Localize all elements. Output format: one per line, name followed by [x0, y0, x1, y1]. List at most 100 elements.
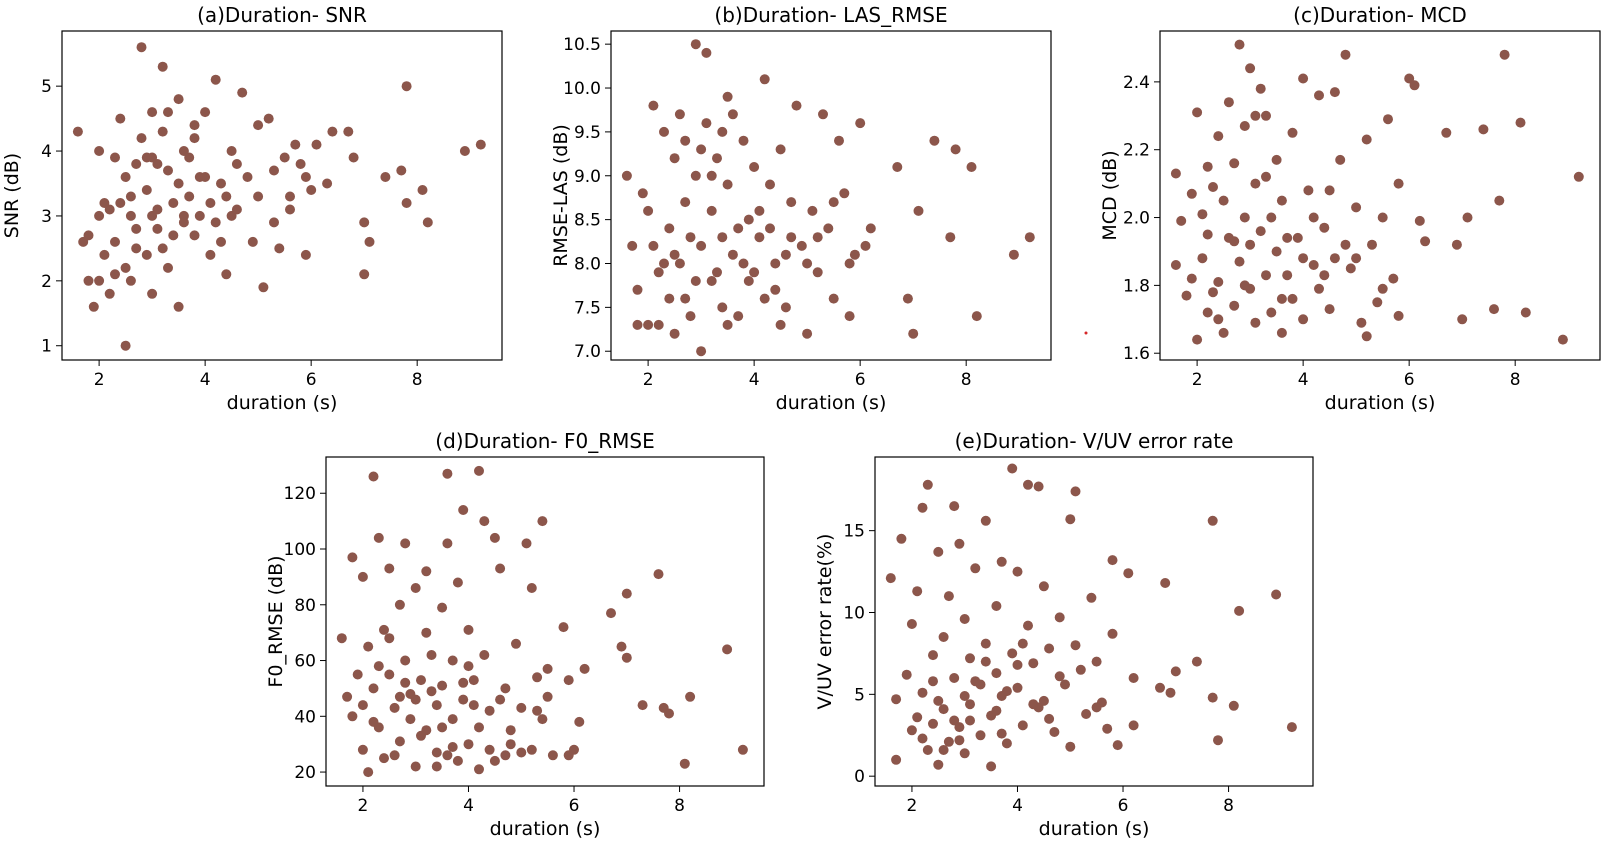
point-e-94 — [980, 656, 991, 667]
point-a-31 — [163, 165, 173, 176]
x-axis-label-b: duration (s) — [776, 392, 887, 414]
point-e-72 — [1155, 682, 1165, 693]
point-e-46 — [1023, 479, 1033, 490]
point-a-104 — [178, 210, 189, 221]
point-e-43 — [1012, 566, 1023, 577]
point-d-91 — [500, 750, 511, 761]
point-b-1 — [627, 240, 638, 251]
point-e-10 — [917, 687, 928, 698]
point-e-81 — [1234, 605, 1245, 616]
point-c-21 — [1239, 212, 1250, 223]
point-d-56 — [521, 538, 532, 549]
point-b-27 — [717, 302, 728, 313]
point-a-84 — [115, 198, 126, 208]
point-d-84 — [416, 730, 426, 741]
point-c-96 — [1393, 178, 1404, 189]
point-d-85 — [426, 686, 437, 697]
point-b-70 — [659, 258, 669, 269]
point-c-28 — [1261, 171, 1271, 182]
point-e-20 — [943, 736, 954, 747]
point-a-85 — [141, 152, 152, 163]
xtick-label-d-3: 8 — [674, 796, 685, 816]
point-d-43 — [468, 675, 479, 686]
point-b-49 — [818, 109, 828, 120]
point-c-49 — [1335, 154, 1346, 165]
point-b-42 — [780, 302, 791, 313]
point-a-44 — [200, 107, 211, 118]
point-b-89 — [780, 249, 791, 260]
point-e-15 — [933, 546, 944, 557]
point-c-82 — [1239, 280, 1250, 291]
point-d-15 — [384, 563, 395, 574]
point-d-49 — [489, 755, 500, 766]
plot-frame-d — [325, 456, 765, 787]
point-b-72 — [685, 232, 696, 243]
point-e-101 — [996, 728, 1007, 739]
point-e-74 — [1165, 687, 1176, 698]
point-e-38 — [996, 556, 1007, 567]
point-e-93 — [954, 735, 965, 746]
point-c-14 — [1223, 97, 1234, 108]
point-a-94 — [269, 217, 279, 228]
point-a-10 — [110, 236, 120, 247]
ytick-label-a-3: 4 — [41, 142, 52, 162]
xtick-label-e-2: 6 — [1118, 796, 1129, 816]
point-a-63 — [290, 139, 301, 150]
point-d-94 — [357, 700, 368, 711]
point-a-92 — [205, 249, 216, 260]
point-e-45 — [1017, 720, 1028, 731]
point-c-79 — [1208, 287, 1218, 298]
ytick-label-a-0: 1 — [41, 337, 52, 357]
point-d-38 — [452, 577, 463, 588]
point-b-55 — [849, 249, 860, 260]
point-d-8 — [363, 641, 374, 652]
point-c-22 — [1245, 63, 1256, 74]
point-e-55 — [1060, 679, 1070, 690]
xtick-label-d-0: 2 — [358, 796, 369, 816]
point-c-62 — [1404, 73, 1415, 84]
point-d-63 — [547, 750, 558, 761]
point-c-27 — [1255, 226, 1266, 237]
point-e-91 — [1038, 695, 1049, 706]
point-d-27 — [421, 566, 432, 577]
point-a-34 — [173, 94, 184, 105]
point-a-70 — [343, 126, 354, 137]
plot-frame-b — [610, 30, 1052, 361]
y-axis-label-a: SNR (dB) — [1, 153, 23, 238]
point-e-99 — [938, 745, 949, 755]
point-d-39 — [458, 505, 469, 515]
point-d-41 — [463, 624, 474, 635]
point-b-43 — [786, 197, 797, 208]
point-c-46 — [1324, 304, 1335, 315]
point-c-2 — [1176, 215, 1187, 226]
ytick-label-b-3: 8.5 — [574, 211, 601, 231]
point-e-71 — [1128, 673, 1139, 683]
plot-frame-e — [874, 456, 1314, 787]
point-e-78 — [1207, 692, 1218, 703]
point-c-52 — [1351, 202, 1362, 213]
stray-dot — [1084, 331, 1088, 335]
chart-title-e: (e)Duration- V/UV error rate — [955, 429, 1234, 453]
point-b-94 — [680, 293, 691, 304]
point-a-80 — [422, 217, 433, 228]
point-a-36 — [173, 301, 184, 312]
point-b-45 — [796, 240, 807, 251]
point-a-7 — [104, 204, 115, 215]
point-e-79 — [1213, 735, 1223, 746]
point-d-45 — [474, 722, 484, 733]
point-c-59 — [1383, 114, 1393, 125]
point-b-39 — [765, 179, 775, 190]
point-b-34 — [743, 276, 754, 286]
ytick-label-a-2: 3 — [41, 207, 52, 227]
point-a-83 — [99, 249, 110, 260]
point-b-47 — [807, 205, 818, 216]
point-a-49 — [221, 269, 232, 280]
point-e-51 — [1038, 581, 1049, 592]
point-c-58 — [1377, 212, 1388, 223]
point-d-101 — [563, 750, 574, 761]
point-e-56 — [1065, 514, 1076, 525]
point-c-48 — [1329, 253, 1340, 264]
point-a-57 — [258, 282, 269, 293]
point-d-42 — [463, 739, 474, 750]
point-b-22 — [701, 118, 712, 129]
